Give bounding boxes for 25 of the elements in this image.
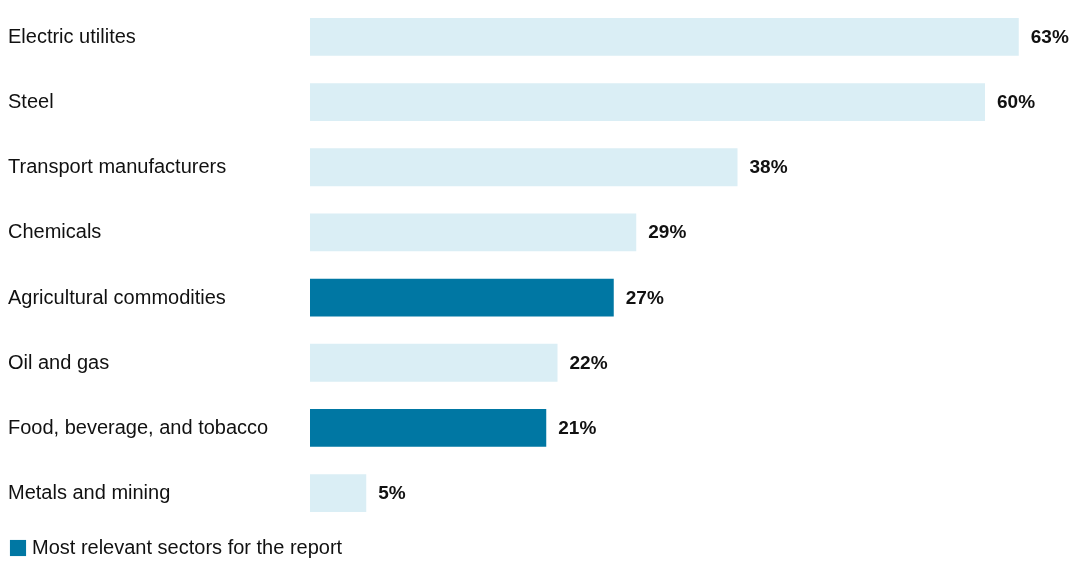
y-tick-label: Chemicals [8, 220, 102, 243]
y-tick-label: Transport manufacturers [8, 155, 227, 178]
y-tick-label: Oil and gas [8, 350, 110, 373]
data-label: 63% [1030, 25, 1069, 47]
y-tick-label: Food, beverage, and tobacco [8, 415, 269, 438]
bar [310, 278, 614, 317]
bar [310, 409, 547, 447]
bar [310, 343, 558, 382]
data-label: 22% [569, 351, 608, 373]
y-tick-label: Steel [8, 90, 54, 113]
y-tick-label: Metals and mining [8, 481, 171, 504]
bar [310, 18, 1019, 56]
y-tick-label: Electric utilites [8, 24, 136, 47]
data-label: 60% [997, 91, 1036, 113]
data-label: 27% [625, 286, 664, 308]
y-tick-label: Agricultural commodities [8, 285, 226, 308]
data-label: 5% [378, 482, 406, 504]
data-label: 38% [749, 156, 788, 178]
data-label: 29% [648, 221, 687, 243]
bar [310, 83, 985, 121]
bar [310, 474, 367, 512]
data-label: 21% [558, 416, 597, 438]
bar [310, 213, 637, 252]
legend-label: Most relevant sectors for the report [32, 536, 343, 558]
bar [310, 148, 738, 187]
